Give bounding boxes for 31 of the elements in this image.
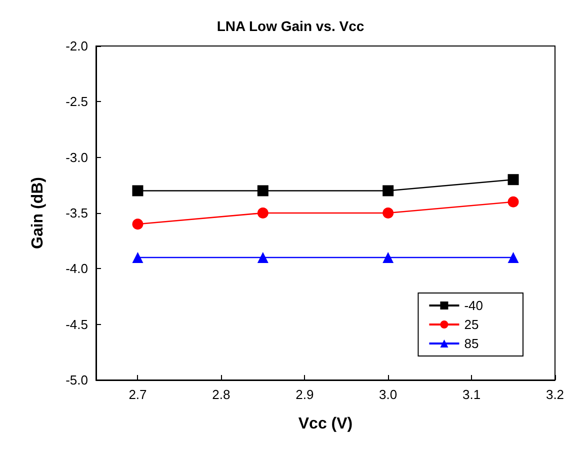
y-tick-label: -2.5 bbox=[66, 94, 88, 110]
legend-label: 85 bbox=[464, 336, 479, 351]
point bbox=[132, 218, 144, 230]
y-tick-label: -4.0 bbox=[66, 261, 88, 276]
point bbox=[508, 196, 519, 208]
point bbox=[508, 174, 519, 186]
x-tick-label: 2.7 bbox=[128, 387, 147, 402]
x-tick-label: 3.1 bbox=[462, 387, 481, 402]
x-tick-label: 2.9 bbox=[296, 387, 314, 402]
x-tick-label: 3.0 bbox=[379, 387, 398, 402]
point bbox=[132, 252, 144, 264]
point bbox=[257, 208, 268, 218]
y-tick-label: -5.0 bbox=[66, 372, 88, 388]
legend-label: -40 bbox=[464, 298, 484, 313]
point bbox=[508, 252, 519, 264]
y-tick-label: -4.5 bbox=[66, 316, 88, 332]
x-tick-label: 3.2 bbox=[546, 387, 564, 402]
y-axis-title: Gain (dB) bbox=[30, 177, 46, 249]
y-tick-label: -3.0 bbox=[66, 150, 88, 165]
point bbox=[382, 185, 394, 196]
point bbox=[382, 252, 394, 264]
y-tick-label: -3.5 bbox=[66, 206, 88, 220]
chart-title: LNA Low Gain vs. Vcc bbox=[216, 18, 364, 34]
point bbox=[257, 185, 268, 196]
point bbox=[257, 252, 268, 264]
point bbox=[382, 208, 394, 218]
y-tick-label: -2.0 bbox=[66, 38, 88, 54]
x-tick-label: 2.8 bbox=[212, 387, 230, 402]
legend-label: 25 bbox=[464, 317, 479, 332]
x-axis-title: Vcc (V) bbox=[298, 416, 353, 432]
point bbox=[132, 185, 144, 196]
